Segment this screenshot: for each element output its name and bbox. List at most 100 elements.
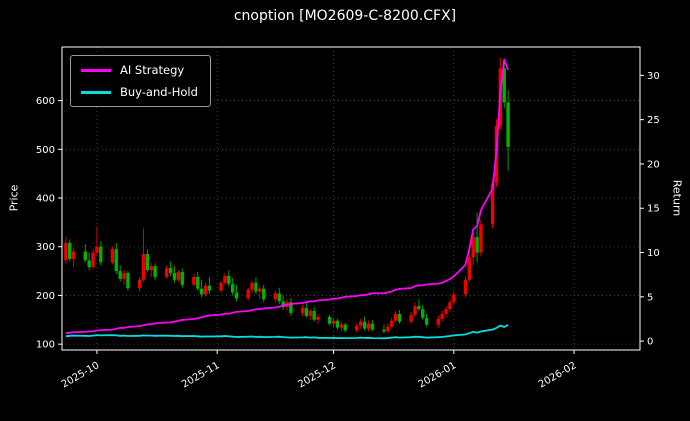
price-tick-label: 200 — [36, 291, 55, 302]
return-tick-label: 10 — [647, 248, 660, 259]
candle-body — [91, 252, 95, 268]
candle-body — [118, 271, 122, 279]
candle-body — [145, 254, 150, 271]
candle-body — [304, 308, 309, 316]
candle-body — [223, 275, 227, 283]
legend-label-ai-strategy: AI Strategy — [120, 63, 185, 77]
candle-body — [137, 279, 142, 289]
candle-body — [327, 316, 332, 324]
candle-body — [262, 288, 266, 300]
candle-body — [370, 323, 375, 330]
candle-body — [471, 236, 475, 258]
legend-item-buy-and-hold: Buy-and-Hold — [81, 85, 198, 99]
candle-body — [250, 282, 254, 290]
legend: AI Strategy Buy-and-Hold — [70, 55, 211, 107]
candle-body — [64, 242, 68, 261]
candle-body — [366, 323, 371, 329]
candle-body — [386, 326, 390, 332]
candle-body — [397, 313, 402, 322]
x-tick-label: 2025-10 — [60, 360, 102, 390]
candle-body — [409, 314, 413, 322]
candle-body — [490, 183, 495, 225]
return-tick-label: 5 — [647, 292, 653, 303]
candle-body — [390, 320, 394, 327]
candle-body — [149, 266, 153, 271]
candle-body — [335, 320, 340, 328]
buy-and-hold-line-swatch — [81, 90, 111, 94]
x-tick-label: 2025-11 — [180, 360, 222, 390]
candle-body — [440, 313, 444, 319]
candle-body — [172, 273, 177, 280]
x-tick-label: 2025-12 — [296, 360, 338, 390]
x-tick-label: 2026-01 — [417, 360, 459, 390]
candle-body — [479, 224, 483, 253]
candle-body — [141, 254, 146, 280]
candle-body — [176, 272, 181, 280]
return-tick-label: 20 — [647, 159, 660, 170]
candle-body — [421, 309, 425, 318]
return-tick-label: 15 — [647, 204, 660, 215]
legend-item-ai-strategy: AI Strategy — [81, 63, 198, 77]
candle-body — [382, 329, 386, 332]
candle-body — [393, 313, 398, 321]
candle-body — [417, 306, 421, 310]
candle-body — [219, 282, 223, 291]
candle-body — [413, 306, 417, 315]
x-tick-label: 2026-02 — [537, 360, 579, 390]
candle-body — [234, 292, 239, 299]
candle-body — [277, 293, 281, 302]
candle-body — [227, 275, 231, 284]
candle-body — [203, 285, 208, 295]
candle-body — [475, 236, 479, 253]
candle-body — [452, 294, 456, 303]
candle-body — [436, 318, 440, 325]
candle-body — [95, 246, 99, 253]
candle-body — [168, 268, 173, 274]
candle-body — [71, 251, 76, 259]
candle-body — [99, 246, 103, 263]
chart-title: cnoption [MO2609-C-8200.CFX] — [233, 8, 457, 24]
candle-body — [506, 102, 510, 147]
candle-body — [502, 68, 506, 103]
candle-body — [424, 317, 429, 325]
price-tick-label: 600 — [36, 96, 55, 107]
candle-body — [254, 282, 258, 292]
candle-body — [281, 301, 285, 308]
candle-body — [165, 268, 169, 277]
price-tick-label: 100 — [36, 340, 55, 351]
candle-body — [308, 311, 312, 316]
candle-body — [230, 283, 235, 293]
candle-body — [339, 324, 344, 328]
candle-body — [467, 257, 472, 280]
candle-body — [126, 273, 130, 289]
candle-body — [87, 260, 91, 268]
return-tick-label: 0 — [647, 337, 653, 348]
candle-body — [68, 242, 72, 259]
candle-body — [312, 311, 316, 320]
candle-body — [358, 321, 363, 326]
ai-strategy-line — [65, 58, 509, 335]
candle-body — [122, 273, 126, 279]
candle-body — [448, 302, 452, 310]
candle-body — [199, 288, 204, 295]
candle-body — [196, 276, 200, 289]
candle-body — [246, 289, 250, 299]
candle-body — [463, 279, 468, 295]
candle-body — [331, 320, 336, 324]
candle-body — [114, 249, 119, 272]
candle-body — [289, 302, 293, 313]
candle-body — [110, 249, 115, 263]
ai-strategy-line-swatch — [81, 68, 111, 72]
candle-body — [207, 285, 212, 291]
return-tick-label: 30 — [647, 71, 660, 82]
candle-body — [355, 325, 359, 331]
candle-body — [444, 309, 448, 314]
buy-and-hold-line — [65, 324, 509, 340]
legend-label-buy-and-hold: Buy-and-Hold — [120, 85, 198, 99]
price-tick-label: 400 — [36, 194, 55, 205]
candle-body — [153, 266, 157, 277]
candle-body — [316, 316, 320, 320]
candle-body — [362, 321, 367, 329]
candle-body — [192, 276, 196, 285]
